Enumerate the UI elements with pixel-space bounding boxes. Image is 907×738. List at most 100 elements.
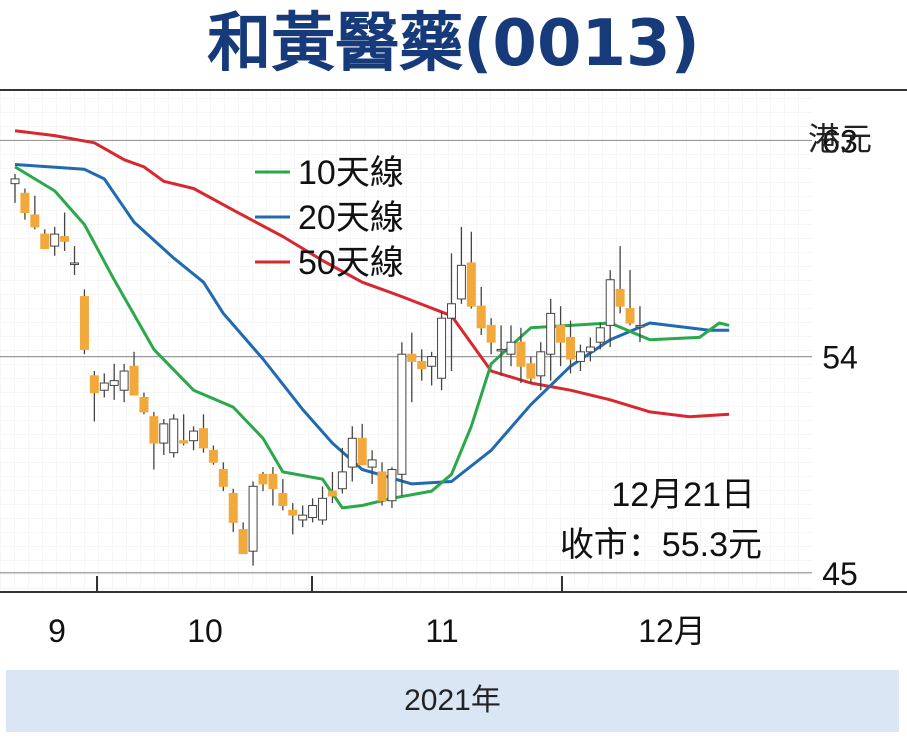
candle — [546, 298, 556, 381]
annotation-close: 收市：55.3元 — [560, 526, 762, 564]
candle — [635, 306, 645, 343]
candle-body — [198, 428, 208, 449]
candle — [347, 426, 357, 482]
candle-body — [318, 497, 328, 521]
candle — [556, 306, 566, 367]
candle-body — [635, 324, 645, 328]
candle — [129, 351, 139, 396]
candle — [536, 342, 546, 391]
candle-body — [377, 471, 387, 502]
candle — [476, 286, 486, 335]
candle — [218, 462, 228, 492]
candle-body — [50, 233, 60, 247]
candle — [486, 318, 496, 355]
candle — [466, 231, 476, 309]
candle — [89, 371, 99, 422]
candle — [575, 344, 585, 372]
candle-body — [159, 423, 169, 444]
candlesticks — [10, 174, 645, 566]
legend-label-ma50: 50天線 — [298, 244, 404, 282]
candle — [30, 195, 40, 230]
candle-body — [298, 514, 308, 521]
candle — [60, 212, 70, 251]
candle-body — [40, 233, 50, 250]
candle — [377, 462, 387, 506]
candle — [417, 349, 427, 381]
candle — [566, 320, 576, 374]
candle-body — [109, 380, 119, 386]
candle-body — [556, 324, 566, 343]
candle-body — [288, 509, 298, 516]
candle-body — [437, 317, 447, 379]
candle — [308, 498, 318, 523]
series-line-ma20 — [14, 163, 730, 486]
candle — [327, 471, 337, 504]
candle-body — [268, 473, 278, 490]
candle-body — [60, 236, 70, 242]
candle-body — [506, 341, 516, 355]
candle — [208, 445, 218, 465]
candle-body — [70, 262, 80, 265]
candle-body — [20, 192, 30, 213]
candle-body — [218, 469, 228, 487]
candle-body — [258, 473, 268, 485]
candle — [625, 270, 635, 326]
candle-body — [446, 303, 456, 319]
candle — [456, 226, 466, 304]
candle-body — [397, 353, 407, 475]
x-tick-label-sep: 9 — [48, 613, 66, 649]
candle — [99, 373, 109, 398]
candle-body — [347, 437, 357, 468]
candle-body — [308, 505, 318, 519]
candle — [139, 392, 149, 415]
candle-body — [208, 449, 218, 463]
candle-body — [238, 529, 248, 555]
candle — [526, 356, 536, 384]
candle — [615, 246, 625, 314]
candle-body — [30, 214, 40, 228]
candle-body — [337, 471, 347, 490]
candle-body — [536, 351, 546, 377]
candle — [446, 253, 456, 372]
candle-body — [327, 490, 337, 497]
candle — [20, 188, 30, 220]
candle-body — [407, 353, 417, 362]
y-tick-label: 54 — [822, 340, 858, 376]
candle — [70, 246, 80, 275]
legend-label-ma10: 10天線 — [298, 154, 404, 192]
candle-body — [119, 370, 129, 391]
year-footer: 2021年 — [6, 670, 899, 732]
candle — [318, 486, 328, 525]
candle — [179, 414, 189, 446]
annotation-date: 12月21日 — [611, 476, 755, 514]
candle-body — [278, 493, 288, 507]
y-tick-label: 63 — [822, 123, 858, 159]
candle-body — [615, 288, 625, 307]
candle — [585, 337, 595, 362]
series-line-ma50 — [14, 129, 730, 419]
candle — [298, 505, 308, 528]
candle-body — [625, 308, 635, 324]
x-tick-label-oct: 10 — [187, 613, 223, 649]
candle-body — [595, 327, 605, 343]
candle-body — [228, 493, 238, 523]
candle-body — [456, 264, 466, 300]
candle — [357, 423, 367, 466]
candle-body — [496, 348, 506, 352]
candle — [228, 488, 238, 532]
y-axis-tick-labels: 63 54 45 — [822, 123, 858, 591]
candle-body — [248, 485, 258, 552]
candlestick-chart: 63 54 45 港元 10天線 20天線 50天線 12月21日 收市：55.3元… — [0, 89, 907, 649]
candle — [169, 414, 179, 458]
candle — [258, 471, 268, 492]
candle-body — [427, 356, 437, 367]
candle-body — [566, 336, 576, 360]
candle — [248, 481, 258, 566]
candle-body — [139, 396, 149, 413]
candle-body — [476, 305, 486, 329]
x-tick-label-dec: 12月 — [638, 613, 706, 649]
candle-body — [387, 469, 397, 502]
candle — [40, 229, 50, 250]
chart-title: 和黃醫藥(0013) — [207, 7, 700, 81]
candle — [367, 450, 377, 484]
